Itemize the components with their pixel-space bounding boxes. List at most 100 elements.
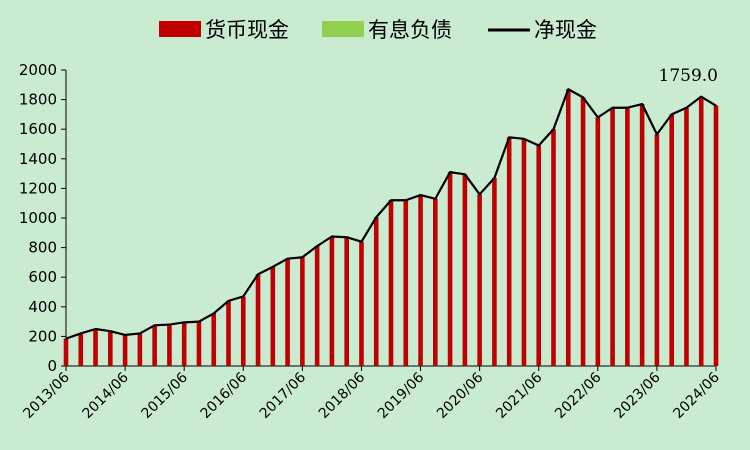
net-cash-point [345,236,348,239]
bar-series [63,89,719,367]
bar-cash [418,195,423,366]
net-cash-point [198,320,200,323]
net-cash-point [301,256,304,259]
bar-cash [255,274,261,366]
net-cash-point [597,116,599,119]
net-cash-point [212,312,215,315]
bar-cash [639,104,645,366]
net-cash-point [700,95,703,98]
bar-cash [329,236,335,366]
bar-cash [270,266,276,366]
bar-cash [359,241,364,366]
net-cash-point [641,103,643,105]
net-cash-point [626,106,629,109]
x-tick-label: 2022/06 [552,369,605,422]
net-cash-point [360,240,363,243]
bar-cash [78,333,84,366]
bar-cash [167,324,172,366]
net-cash-point [183,321,185,324]
x-tick-label: 2016/06 [198,369,251,422]
net-cash-point [272,266,274,268]
net-cash-point [404,199,407,202]
x-tick-label: 2015/06 [139,369,192,422]
net-cash-point [65,337,67,340]
bar-cash [211,313,217,366]
bar-cash [433,198,438,366]
net-cash-point [670,113,673,116]
legend-label-2: 净现金 [534,18,597,42]
x-tick-label: 2013/06 [20,369,73,422]
x-tick-label: 2024/06 [670,369,723,422]
net-cash-point [419,194,422,196]
bar-cash [506,137,512,366]
net-cash-point [478,193,481,196]
x-tick-label: 2020/06 [434,369,487,422]
x-axis: 2013/06 2014/06 2015/06 2016/06 2017/06 2018/… [20,365,723,422]
bar-cash [610,107,615,367]
y-tick-label: 800 [28,239,57,257]
net-cash-point [537,144,540,147]
net-cash-point [508,136,510,139]
x-tick-label: 2017/06 [257,369,310,422]
bar-cash [152,325,157,366]
net-cash-point [434,197,437,200]
bar-cash [196,321,202,366]
net-cash-point [139,332,141,335]
bar-cash [314,246,320,366]
y-tick-label: 1000 [19,209,57,227]
net-cash-point [493,177,496,179]
bar-cash [240,296,246,366]
bar-cash [698,96,704,366]
net-cash-point [611,106,614,109]
bar-cash [226,300,231,366]
bar-cash [565,89,571,367]
bar-cash [580,97,586,366]
y-tick-label: 200 [28,327,57,345]
x-tick-label: 2019/06 [375,369,428,422]
bar-cash [137,333,143,366]
net-cash-point [685,106,688,109]
net-cash-point [168,323,171,326]
bar-cash [669,114,674,367]
net-cash-point [523,138,525,140]
bar-cash [181,322,187,366]
y-tick-label: 1200 [19,179,57,197]
net-cash-point [582,96,584,99]
net-cash-point [94,328,97,330]
legend-swatch-0 [159,21,201,37]
bar-cash [63,338,69,366]
y-tick-label: 600 [28,268,57,286]
net-cash-point [375,216,378,219]
y-tick-label: 0 [47,357,57,375]
bar-cash [551,129,556,366]
x-tick-label: 2023/06 [611,369,664,422]
legend-label-0: 货币现金 [205,18,289,42]
net-cash-point [552,128,555,130]
legend: 货币现金 有息负债 净现金 [159,18,597,42]
bar-cash [684,107,689,367]
bar-cash [492,178,497,366]
net-cash-point [567,88,570,91]
bar-cash [93,329,98,366]
legend-label-1: 有息负债 [368,18,452,42]
net-cash-point [390,199,392,202]
net-cash-point [449,171,451,173]
bar-cash [344,237,349,366]
net-cash-point [715,104,717,107]
bar-cash [462,174,468,366]
bar-cash [477,194,482,366]
y-tick-label: 2000 [19,61,57,79]
bar-cash [713,105,719,366]
y-tick-label: 1400 [19,150,57,168]
net-cash-point [227,300,230,302]
net-cash-point [316,245,318,247]
legend-swatch-1 [322,21,364,37]
data-labels: 1759.0 [659,66,718,86]
bar-cash [536,145,542,366]
net-cash-point [242,295,245,298]
x-tick-label: 2014/06 [79,369,132,422]
net-cash-point [656,133,658,136]
y-tick-label: 400 [28,298,57,316]
bar-cash [388,200,394,366]
